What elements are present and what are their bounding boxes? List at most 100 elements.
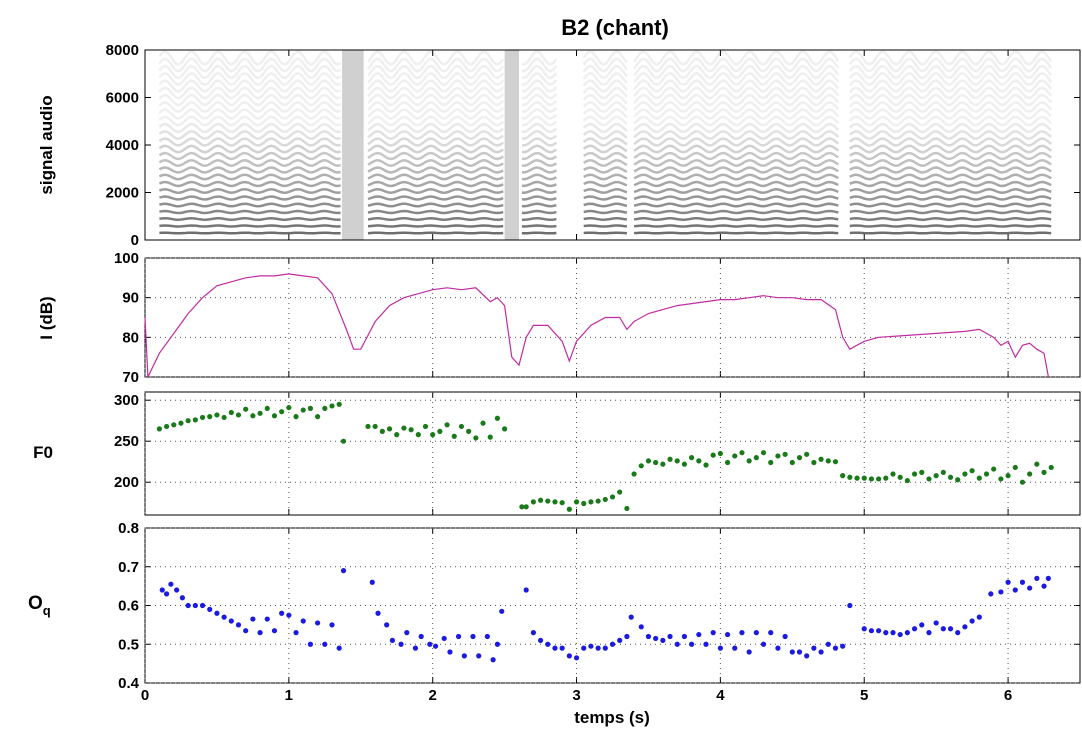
harmonic-band (584, 211, 627, 213)
point (818, 649, 823, 654)
y-tick-label: 8000 (106, 42, 139, 59)
point (207, 607, 212, 612)
point (775, 646, 780, 651)
point (365, 424, 370, 429)
point (826, 458, 831, 463)
harmonic-band (159, 204, 340, 206)
point (236, 622, 241, 627)
point (574, 499, 579, 504)
point (524, 587, 529, 592)
point (926, 630, 931, 635)
point (488, 435, 493, 440)
spectrogram-texture (159, 50, 1051, 240)
point (998, 589, 1003, 594)
point (739, 630, 744, 635)
harmonic-band (368, 139, 503, 146)
point (207, 414, 212, 419)
point (495, 416, 500, 421)
point (315, 414, 320, 419)
point (193, 417, 198, 422)
point (926, 476, 931, 481)
point (934, 473, 939, 478)
point (588, 644, 593, 649)
point (941, 626, 946, 631)
harmonic-band (522, 218, 557, 219)
point (675, 642, 680, 647)
point (1027, 471, 1032, 476)
point (419, 634, 424, 639)
point (869, 628, 874, 633)
harmonic-band (368, 197, 503, 200)
point (444, 422, 449, 427)
point (322, 406, 327, 411)
point (631, 471, 636, 476)
point (499, 609, 504, 614)
y-tick-label: 0.6 (118, 598, 139, 615)
point (790, 460, 795, 465)
point (629, 615, 634, 620)
point (581, 501, 586, 506)
point (919, 622, 924, 627)
point (854, 476, 859, 481)
point (401, 425, 406, 430)
point (491, 657, 496, 662)
harmonic-band (584, 182, 627, 186)
harmonic-band (850, 175, 1051, 179)
point (200, 603, 205, 608)
y-axis-label: F0 (33, 443, 53, 462)
point (222, 415, 227, 420)
point (747, 458, 752, 463)
point (279, 611, 284, 616)
point (480, 421, 485, 426)
point (703, 642, 708, 647)
point (797, 649, 802, 654)
point (552, 499, 557, 504)
harmonic-band (634, 204, 838, 206)
harmonic-band (634, 160, 838, 165)
point (811, 460, 816, 465)
point (747, 649, 752, 654)
point (840, 473, 845, 478)
harmonic-band (522, 160, 557, 165)
point (581, 646, 586, 651)
point (682, 634, 687, 639)
harmonic-band (634, 153, 838, 159)
point (545, 642, 550, 647)
point (905, 630, 910, 635)
point (1020, 480, 1025, 485)
harmonic-band (584, 189, 627, 192)
point (394, 432, 399, 437)
point (560, 646, 565, 651)
y-tick-label: 6000 (106, 90, 139, 107)
point (157, 426, 162, 431)
point (193, 603, 198, 608)
point (1027, 585, 1032, 590)
harmonic-band (522, 168, 557, 173)
noise-band (505, 50, 519, 240)
harmonic-band (368, 218, 503, 219)
point (538, 498, 543, 503)
point (833, 646, 838, 651)
point (955, 630, 960, 635)
harmonic-band (368, 153, 503, 159)
point (761, 642, 766, 647)
point (337, 402, 342, 407)
point (768, 460, 773, 465)
point (653, 460, 658, 465)
point (667, 634, 672, 639)
harmonic-band (368, 160, 503, 165)
point (272, 413, 277, 418)
point (186, 418, 191, 423)
harmonic-band (368, 146, 503, 152)
point (804, 452, 809, 457)
harmonic-band (584, 218, 627, 219)
point (1013, 587, 1018, 592)
point (301, 618, 306, 623)
harmonic-band (159, 153, 340, 159)
harmonic-band (368, 182, 503, 186)
harmonic-band (522, 182, 557, 186)
point (962, 624, 967, 629)
harmonic-band (850, 204, 1051, 206)
point (984, 471, 989, 476)
y-tick-label: 100 (114, 250, 139, 267)
